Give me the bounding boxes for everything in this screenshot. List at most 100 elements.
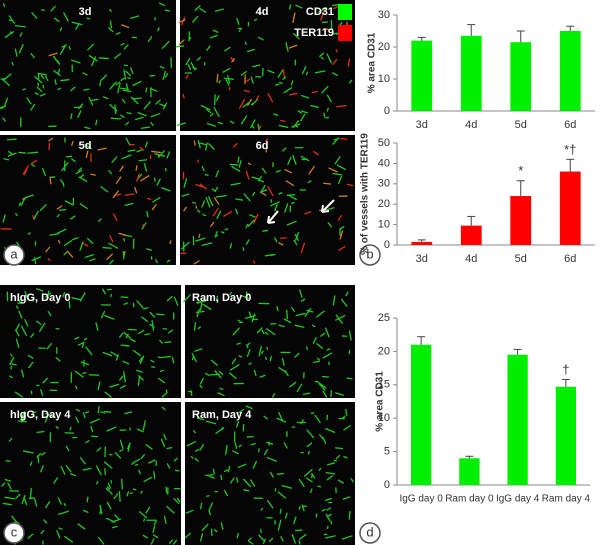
vessel — [123, 371, 126, 383]
x-tick-label: 5d — [515, 253, 527, 265]
bar — [507, 354, 528, 485]
vessel — [248, 540, 254, 545]
vessel — [138, 159, 148, 162]
vessel — [250, 442, 256, 446]
vessel — [337, 175, 343, 185]
vessel — [238, 355, 243, 358]
vessel — [21, 369, 25, 378]
vessel — [339, 137, 348, 140]
y-tick-label: 30 — [378, 178, 390, 190]
vessel — [212, 468, 215, 475]
vessel — [117, 82, 121, 94]
vessel — [245, 344, 249, 349]
vessel — [237, 463, 247, 469]
vessel — [289, 381, 297, 388]
vessel — [240, 115, 248, 125]
vessel — [0, 77, 6, 80]
legend-swatch — [338, 25, 352, 41]
vessel — [97, 147, 107, 151]
vessel — [263, 449, 269, 456]
vessel — [101, 288, 106, 295]
vessel — [77, 523, 86, 530]
vessel — [298, 478, 305, 488]
arrow-head — [321, 204, 330, 213]
vessel — [56, 228, 67, 234]
vessel — [242, 101, 250, 108]
vessel — [278, 192, 283, 195]
vessel — [60, 79, 70, 82]
vessel — [21, 325, 27, 336]
y-tick-label: 10 — [378, 219, 390, 231]
x-tick-label: 3d — [416, 253, 428, 265]
vessel — [15, 323, 20, 332]
vessel — [58, 510, 69, 515]
vessel — [100, 411, 106, 414]
vessel — [45, 501, 51, 509]
vessel — [216, 210, 222, 220]
vessel — [198, 142, 208, 146]
vessel — [106, 486, 111, 490]
vessel — [166, 505, 175, 514]
vessel — [2, 502, 13, 506]
vessel — [42, 167, 47, 177]
vessel — [342, 415, 346, 419]
vessel — [240, 294, 250, 299]
vessel — [155, 460, 158, 467]
vessel — [277, 491, 287, 499]
vessel — [338, 245, 346, 251]
vessel — [286, 220, 297, 226]
vessel — [35, 320, 42, 325]
vessel — [195, 448, 200, 452]
vessel — [71, 158, 76, 163]
vessel — [136, 149, 143, 153]
vessel — [90, 435, 99, 438]
vessel — [18, 202, 22, 207]
vessel — [311, 473, 316, 479]
vessel — [242, 247, 245, 251]
vessel — [306, 429, 315, 439]
image-label: Ram, Day 0 — [192, 292, 251, 304]
vessel — [43, 519, 48, 524]
vessel — [140, 126, 151, 129]
vessel — [325, 472, 336, 475]
vessel — [29, 487, 32, 499]
vessel — [27, 151, 39, 154]
vessel — [42, 377, 49, 384]
vessel — [247, 342, 251, 346]
bar — [411, 241, 433, 245]
y-tick-label: 40 — [378, 157, 390, 169]
vessel — [347, 58, 351, 67]
vessel — [197, 326, 201, 330]
vessel — [182, 93, 185, 99]
vessel — [348, 79, 353, 84]
vessel — [27, 354, 34, 359]
vessel — [47, 258, 51, 261]
vessel — [337, 214, 343, 221]
vessel — [40, 465, 44, 473]
vessel — [123, 238, 126, 242]
vessel — [240, 71, 247, 76]
vessel — [55, 327, 60, 330]
vessel — [75, 416, 80, 424]
vessel — [264, 253, 276, 257]
vessel — [136, 300, 144, 309]
vessel — [283, 442, 288, 449]
vessel — [50, 5, 56, 12]
vessel — [305, 346, 309, 351]
vessel — [55, 357, 61, 362]
vessel — [280, 536, 284, 542]
vessel — [164, 73, 169, 78]
vessel — [208, 502, 214, 511]
vessel — [63, 251, 68, 256]
vessel — [258, 534, 265, 542]
vessel — [18, 310, 23, 319]
vessel — [187, 64, 192, 71]
vessel — [45, 246, 51, 253]
vessel — [210, 221, 215, 227]
vessel — [2, 214, 6, 223]
vessel — [286, 194, 296, 196]
vessel — [146, 248, 152, 251]
vessel — [121, 24, 130, 29]
vessel — [267, 93, 274, 103]
vessel — [346, 377, 353, 380]
